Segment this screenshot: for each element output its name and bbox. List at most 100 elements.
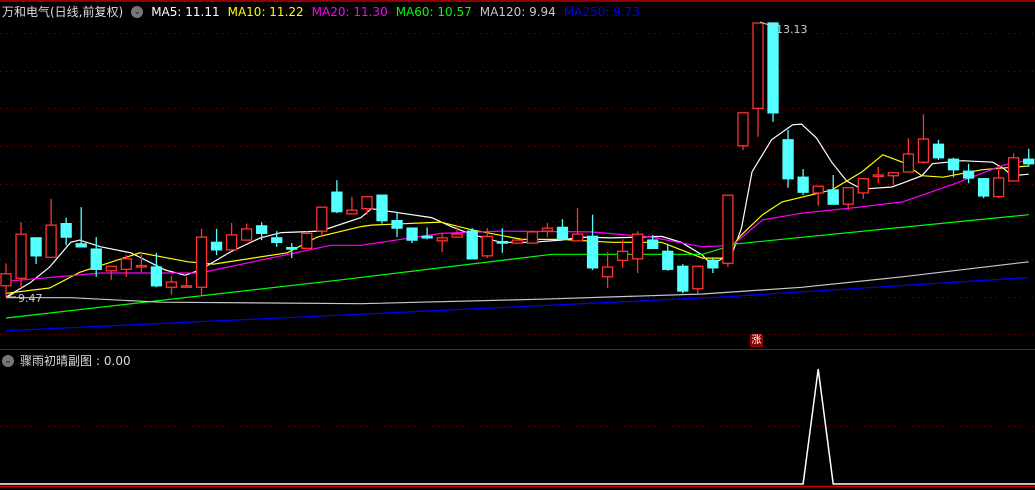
candle: [571, 207, 584, 242]
candle-body: [481, 235, 493, 257]
candle: [586, 214, 599, 271]
candle-body: [436, 237, 448, 242]
max-price-marker: 13.13: [759, 21, 808, 36]
indicator-pane: [0, 368, 1035, 485]
ma-label-0: MA5: 11.11: [151, 4, 220, 19]
candle: [737, 112, 749, 151]
candle: [406, 227, 418, 244]
indicator-line: [0, 368, 1035, 485]
candle-body: [30, 237, 42, 257]
candle-body: [857, 178, 869, 194]
candle: [466, 228, 478, 260]
candle-body: [767, 22, 779, 114]
candle: [436, 234, 448, 253]
candle: [782, 130, 794, 188]
candle-body: [135, 264, 148, 268]
max-price-label: 13.13: [776, 23, 808, 36]
candle: [331, 180, 343, 214]
candle: [992, 165, 1005, 199]
candle: [932, 139, 945, 160]
candle-body: [722, 194, 734, 264]
candle: [225, 222, 238, 251]
candle-body: [150, 266, 163, 287]
candle-body: [707, 259, 719, 269]
candle: [556, 219, 569, 241]
candle: [857, 177, 869, 199]
candle: [1023, 148, 1035, 167]
min-price-marker: 9.47: [7, 291, 43, 305]
candle-body: [421, 235, 433, 239]
candle-body: [812, 185, 824, 194]
candle-body: [301, 232, 313, 249]
candle-body: [616, 250, 629, 261]
candle: [662, 243, 674, 271]
candle: [195, 228, 208, 297]
candle-body: [466, 230, 478, 260]
candle-body: [1008, 157, 1020, 182]
candle-body: [526, 231, 539, 244]
candle-body: [271, 237, 283, 243]
candle-body: [391, 219, 403, 229]
candle-body: [632, 233, 644, 260]
candle: [887, 171, 900, 185]
candle: [872, 166, 884, 184]
candle-body: [346, 209, 358, 215]
candle: [1008, 153, 1020, 182]
candle-body: [872, 174, 884, 178]
candle-body: [45, 224, 57, 258]
candle: [165, 276, 178, 295]
candle: [632, 231, 644, 274]
candle: [947, 157, 960, 178]
candle: [45, 198, 57, 258]
candle: [421, 227, 433, 240]
candle-body: [541, 227, 554, 232]
candle-body: [902, 153, 915, 173]
candle-body: [256, 225, 268, 235]
ma-label-3: MA60: 10.57: [395, 4, 472, 19]
candle-body: [601, 266, 614, 278]
candle-body: [977, 178, 990, 197]
candle: [902, 138, 915, 173]
candle: [316, 206, 328, 238]
candle: [797, 168, 809, 196]
candle: [301, 231, 313, 249]
candle: [526, 230, 539, 244]
candle: [722, 194, 734, 268]
candle-body: [165, 281, 178, 288]
candle: [767, 22, 779, 122]
candle: [75, 207, 87, 248]
chevron-down-icon[interactable]: ⌄: [131, 5, 144, 18]
ma-label-1: MA10: 11.22: [227, 4, 304, 19]
candle-body: [992, 177, 1005, 198]
candle: [90, 237, 102, 277]
ma-line-ma20: [5, 159, 1029, 282]
indicator-value: : 0.00: [96, 353, 131, 368]
sub-pane-header: ⌄ 骤雨初晴副图 : 0.00: [2, 352, 131, 369]
candle-body: [496, 240, 508, 244]
candle: [496, 228, 508, 253]
candle-body: [195, 236, 208, 288]
candle: [511, 239, 524, 244]
stock-title: 万和电气(日线,前复权): [2, 5, 124, 19]
candle-body: [316, 206, 328, 232]
candle-body: [947, 158, 960, 171]
candle: [240, 223, 253, 241]
candle-body: [0, 273, 12, 287]
candle-body: [677, 265, 689, 292]
candle: [917, 114, 930, 164]
candle-body: [571, 233, 584, 242]
indicator-name: 骤雨初晴副图: [20, 354, 93, 368]
candle-body: [105, 265, 117, 272]
candle-body: [827, 189, 839, 205]
ma-line-ma5: [5, 123, 1029, 298]
candle: [150, 252, 163, 288]
candle: [601, 252, 614, 289]
chevron-down-icon[interactable]: ⌄: [2, 354, 14, 367]
candle: [481, 228, 493, 259]
candle-body: [511, 239, 524, 244]
candle: [361, 196, 373, 215]
candle-body: [586, 235, 599, 269]
candle: [616, 239, 629, 268]
ma-label-4: MA120: 9.94: [479, 4, 556, 19]
candle: [120, 255, 132, 277]
